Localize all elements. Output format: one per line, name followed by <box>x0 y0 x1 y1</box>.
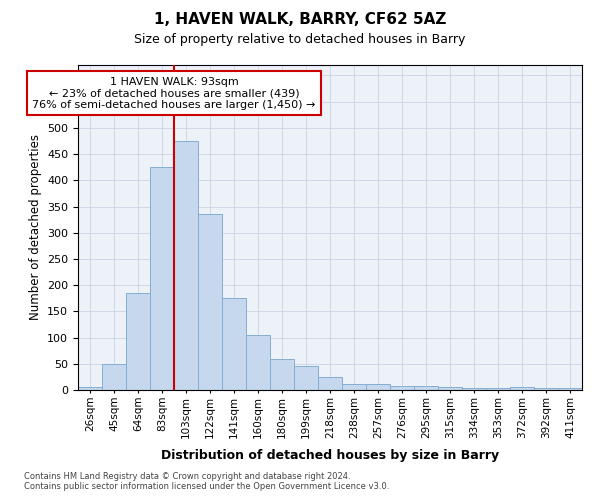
X-axis label: Distribution of detached houses by size in Barry: Distribution of detached houses by size … <box>161 449 499 462</box>
Bar <box>510 388 534 390</box>
Bar <box>294 366 318 390</box>
Bar <box>150 167 174 390</box>
Bar <box>342 384 366 390</box>
Text: 1, HAVEN WALK, BARRY, CF62 5AZ: 1, HAVEN WALK, BARRY, CF62 5AZ <box>154 12 446 28</box>
Text: 1 HAVEN WALK: 93sqm
← 23% of detached houses are smaller (439)
76% of semi-detac: 1 HAVEN WALK: 93sqm ← 23% of detached ho… <box>32 76 316 110</box>
Bar <box>414 386 438 390</box>
Bar <box>246 335 270 390</box>
Bar <box>270 358 294 390</box>
Bar <box>486 388 510 390</box>
Bar <box>390 386 414 390</box>
Bar <box>222 298 246 390</box>
Bar <box>462 388 486 390</box>
Bar <box>366 384 390 390</box>
Text: Contains HM Land Registry data © Crown copyright and database right 2024.: Contains HM Land Registry data © Crown c… <box>24 472 350 481</box>
Bar <box>438 388 462 390</box>
Text: Size of property relative to detached houses in Barry: Size of property relative to detached ho… <box>134 32 466 46</box>
Y-axis label: Number of detached properties: Number of detached properties <box>29 134 41 320</box>
Bar <box>102 364 126 390</box>
Bar <box>534 388 558 390</box>
Bar <box>78 388 102 390</box>
Bar <box>318 377 342 390</box>
Bar <box>558 388 582 390</box>
Bar <box>126 293 150 390</box>
Text: Contains public sector information licensed under the Open Government Licence v3: Contains public sector information licen… <box>24 482 389 491</box>
Bar <box>198 214 222 390</box>
Bar <box>174 141 198 390</box>
